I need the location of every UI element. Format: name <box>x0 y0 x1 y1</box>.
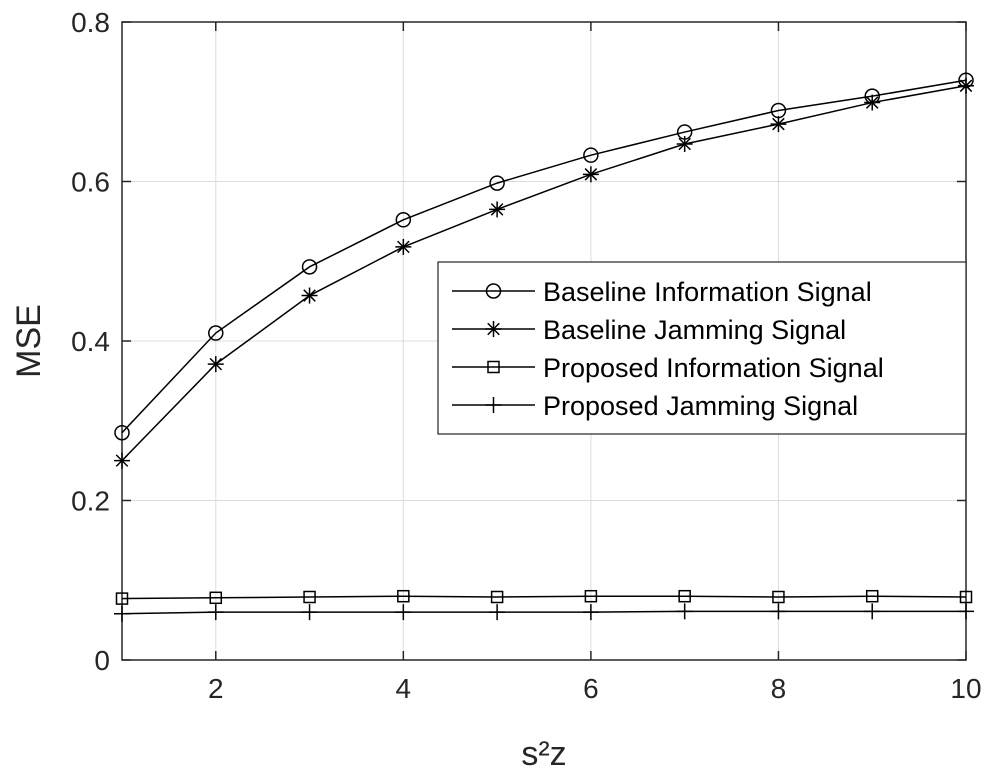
x-tick-label: 10 <box>950 673 981 704</box>
marker-square <box>865 589 879 603</box>
series-3 <box>115 589 973 605</box>
marker-circle <box>114 424 130 441</box>
marker-plus <box>676 603 693 620</box>
legend-label: Proposed Jamming Signal <box>543 391 858 421</box>
marker-plus <box>864 603 881 620</box>
y-tick-label: 0.6 <box>71 167 110 198</box>
marker-asterisk-d2 <box>584 168 598 181</box>
marker-square <box>303 590 316 604</box>
marker-asterisk-d2 <box>865 96 879 109</box>
x-tick-label: 8 <box>771 673 787 704</box>
legend-entry-4: Proposed Jamming Signal <box>452 391 858 421</box>
legend-entry-3: Proposed Information Signal <box>452 353 884 383</box>
y-tick-label: 0.2 <box>71 486 110 517</box>
marker-circle <box>301 259 318 275</box>
marker-circle <box>489 175 505 191</box>
marker-plus <box>301 604 318 621</box>
marker-square <box>209 591 223 605</box>
marker-plus <box>770 603 787 620</box>
marker-asterisk <box>485 321 502 337</box>
marker-asterisk <box>114 452 130 469</box>
marker-asterisk-d2 <box>490 203 504 216</box>
series-line <box>121 85 967 462</box>
marker-asterisk <box>301 287 318 304</box>
marker-asterisk <box>770 116 787 133</box>
marker-asterisk <box>395 238 412 255</box>
marker-asterisk <box>489 201 506 218</box>
marker-square <box>678 589 691 603</box>
marker-plus <box>582 604 599 621</box>
series-4 <box>114 603 974 622</box>
legend-label: Proposed Information Signal <box>543 353 884 383</box>
marker-asterisk <box>676 136 693 153</box>
marker-asterisk-d2 <box>487 322 500 336</box>
marker-asterisk <box>864 94 881 111</box>
series-2 <box>114 77 974 469</box>
marker-asterisk <box>207 356 224 373</box>
marker-plus <box>958 603 974 620</box>
marker-asterisk-d2 <box>303 289 316 302</box>
marker-square <box>584 589 598 603</box>
marker-asterisk <box>582 166 599 183</box>
x-tick-label: 4 <box>396 673 412 704</box>
y-axis-label: MSE <box>10 304 48 378</box>
marker-plus <box>207 604 224 621</box>
series-line <box>121 79 967 434</box>
x-tick-label: 2 <box>208 673 224 704</box>
marker-asterisk-d2 <box>678 137 691 151</box>
marker-square <box>487 360 500 374</box>
marker-asterisk-d2 <box>959 79 973 93</box>
marker-circle <box>485 283 502 299</box>
marker-square <box>959 590 973 604</box>
y-tick-label: 0 <box>94 645 110 676</box>
legend-label: Baseline Jamming Signal <box>543 315 846 345</box>
series-line <box>121 595 967 600</box>
legend-label: Baseline Information Signal <box>543 277 872 307</box>
marker-asterisk-d2 <box>209 357 223 371</box>
axis-ticks: 2 4 6 8 10 0 0.2 0.4 0.6 0.8 <box>71 7 982 704</box>
marker-plus <box>489 604 506 621</box>
marker-asterisk <box>958 77 974 94</box>
marker-square <box>772 590 785 604</box>
x-tick-label: 6 <box>583 673 599 704</box>
marker-plus <box>114 605 130 622</box>
marker-asterisk-d2 <box>115 454 129 467</box>
marker-circle <box>583 147 599 163</box>
x-axis-label: s²z <box>521 735 566 773</box>
marker-square <box>490 590 504 604</box>
marker-asterisk-d2 <box>397 240 410 254</box>
marker-square <box>115 592 129 605</box>
marker-plus <box>485 397 502 413</box>
legend-entry-2: Baseline Jamming Signal <box>452 315 846 345</box>
marker-circle <box>395 212 412 228</box>
series-layer <box>114 72 974 622</box>
marker-square <box>397 589 410 603</box>
series-1 <box>114 72 974 441</box>
y-tick-label: 0.8 <box>71 7 110 38</box>
legend: Baseline Information Signal Baseline Jamm… <box>437 261 967 435</box>
marker-plus <box>395 604 412 621</box>
series-line <box>121 610 966 615</box>
legend-entry-1: Baseline Information Signal <box>452 277 872 307</box>
marker-circle <box>208 325 224 341</box>
y-tick-label: 0.4 <box>71 326 110 357</box>
marker-asterisk-d2 <box>772 117 785 131</box>
